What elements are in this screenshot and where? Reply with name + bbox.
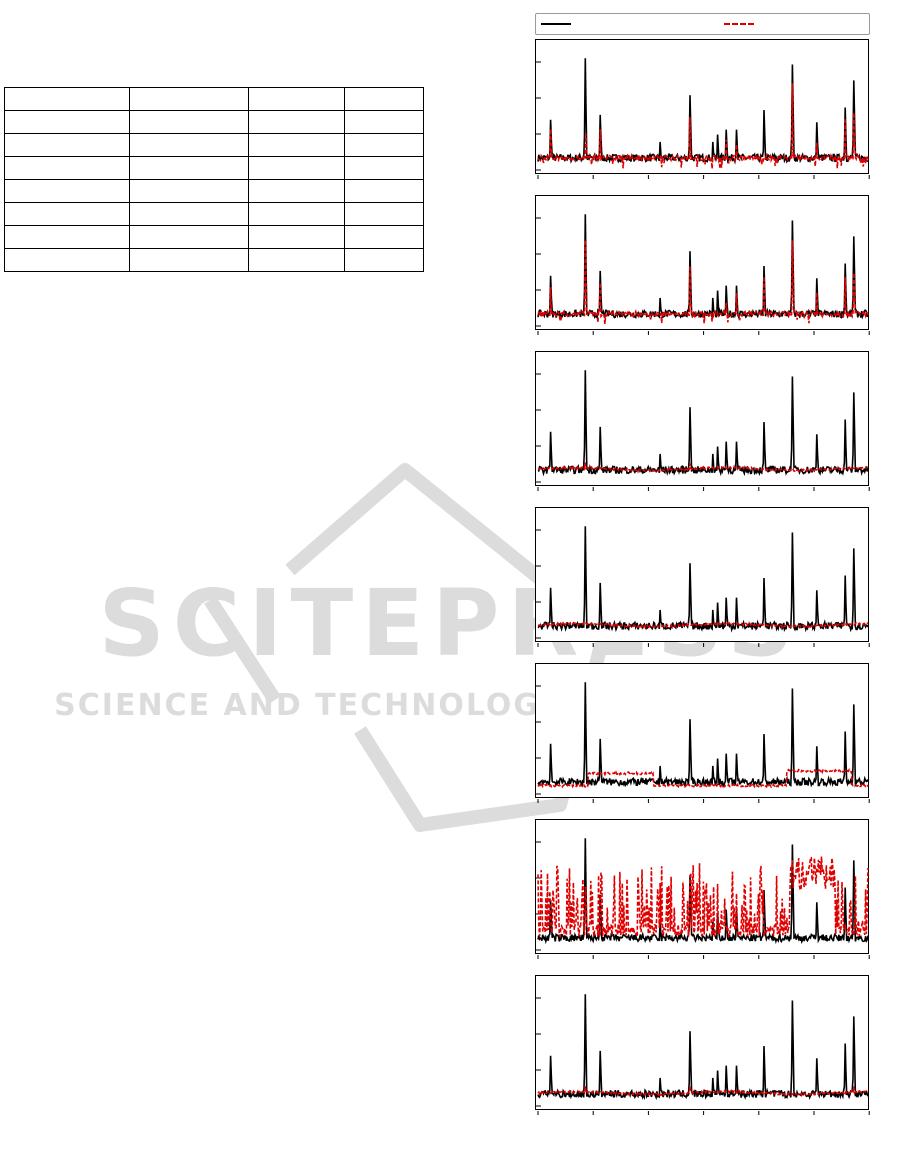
table-cell	[4, 179, 130, 203]
chart-panel-5-plot	[536, 682, 870, 803]
chart-panel-2-plot	[536, 214, 870, 335]
table-cell	[129, 225, 249, 249]
table-row	[4, 156, 424, 180]
table-cell	[129, 87, 249, 111]
table-cell	[4, 133, 130, 157]
table-cell	[248, 110, 345, 134]
series-line-predicted	[537, 856, 869, 939]
chart-panel-3	[535, 351, 870, 491]
series-line-measured	[537, 838, 869, 945]
table-cell	[129, 133, 249, 157]
table-row	[4, 110, 424, 134]
table-cell	[344, 156, 424, 180]
chart-panel-4	[535, 507, 870, 647]
table-row	[4, 87, 424, 111]
chart-panel-1-plot	[536, 58, 870, 179]
results-table-container	[4, 87, 424, 272]
chart-panel-2	[535, 195, 870, 335]
series-line-predicted	[537, 767, 869, 789]
chart-legend	[535, 13, 870, 35]
chart-panel-6-plot	[536, 838, 870, 959]
series-line-predicted	[537, 621, 869, 629]
table-cell	[344, 202, 424, 226]
chart-panel-3-plot	[536, 370, 870, 491]
table-cell	[248, 248, 345, 272]
table-cell	[344, 110, 424, 134]
table-cell	[4, 87, 130, 111]
chart-panel-5	[535, 663, 870, 803]
table-cell	[248, 179, 345, 203]
table-row	[4, 202, 424, 226]
results-table	[4, 87, 424, 272]
legend-entry-predicted	[724, 14, 760, 34]
table-cell	[344, 179, 424, 203]
legend-swatch-solid	[541, 23, 571, 25]
series-line-predicted	[537, 239, 869, 324]
table-cell	[129, 179, 249, 203]
table-row	[4, 225, 424, 249]
table-cell	[248, 156, 345, 180]
chart-panel-7-plot	[536, 994, 870, 1115]
series-line-measured	[537, 994, 869, 1101]
table-cell	[344, 133, 424, 157]
table-cell	[4, 156, 130, 180]
table-cell	[248, 225, 345, 249]
table-cell	[344, 225, 424, 249]
series-line-measured	[537, 58, 869, 165]
table-cell	[129, 156, 249, 180]
table-row	[4, 179, 424, 203]
table-cell	[248, 202, 345, 226]
series-line-measured	[537, 682, 869, 788]
table-cell	[248, 133, 345, 157]
chart-panel-4-plot	[536, 526, 870, 647]
legend-swatch-dashed	[724, 23, 754, 25]
table-cell	[248, 87, 345, 111]
chart-panel-1	[535, 39, 870, 179]
table-cell	[4, 202, 130, 226]
series-line-predicted	[537, 462, 869, 473]
table-cell	[344, 248, 424, 272]
series-line-predicted	[537, 83, 869, 169]
table-cell	[129, 248, 249, 272]
series-line-measured	[537, 370, 869, 477]
results-table-body	[4, 87, 424, 272]
chart-panel-6	[535, 819, 870, 959]
table-cell	[129, 110, 249, 134]
series-line-measured	[537, 214, 869, 321]
table-cell	[4, 225, 130, 249]
table-cell	[129, 202, 249, 226]
table-row	[4, 133, 424, 157]
chart-panel-7	[535, 975, 870, 1115]
table-row	[4, 248, 424, 272]
table-cell	[344, 87, 424, 111]
table-cell	[4, 110, 130, 134]
series-line-predicted	[537, 1085, 869, 1097]
series-line-measured	[537, 526, 869, 633]
legend-entry-measured	[541, 14, 577, 34]
table-cell	[4, 248, 130, 272]
